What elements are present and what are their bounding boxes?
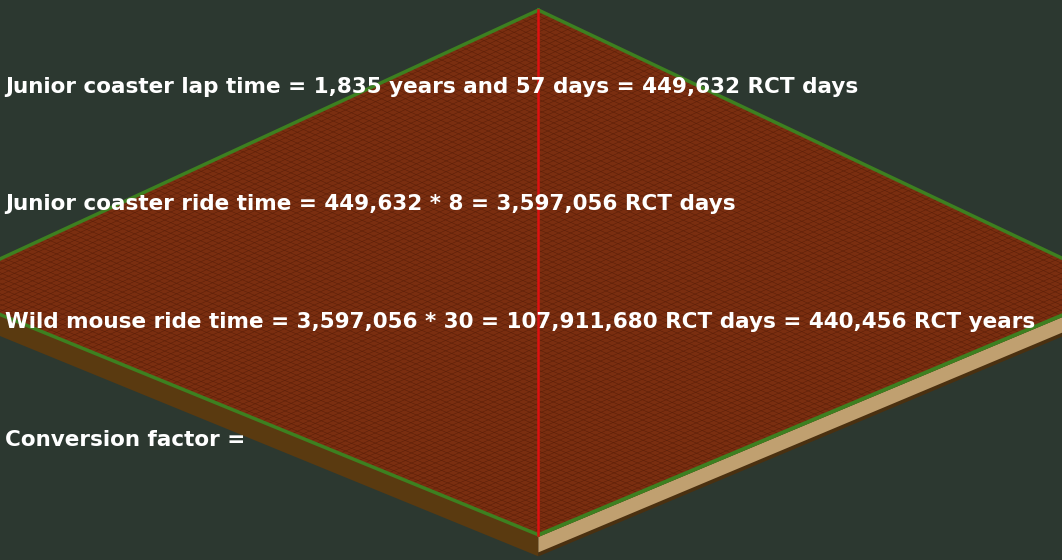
Polygon shape: [538, 289, 1062, 537]
Text: Junior coaster lap time = 1,835 years and 57 days = 449,632 RCT days: Junior coaster lap time = 1,835 years an…: [5, 77, 858, 97]
Polygon shape: [0, 288, 538, 557]
Polygon shape: [538, 288, 1062, 557]
Polygon shape: [0, 10, 1062, 535]
Text: Junior coaster ride time = 449,632 * 8 = 3,597,056 RCT days: Junior coaster ride time = 449,632 * 8 =…: [5, 194, 736, 214]
Text: Conversion factor =: Conversion factor =: [5, 430, 245, 450]
Text: Wild mouse ride time = 3,597,056 * 30 = 107,911,680 RCT days = 440,456 RCT years: Wild mouse ride time = 3,597,056 * 30 = …: [5, 312, 1035, 332]
Polygon shape: [538, 291, 1062, 552]
